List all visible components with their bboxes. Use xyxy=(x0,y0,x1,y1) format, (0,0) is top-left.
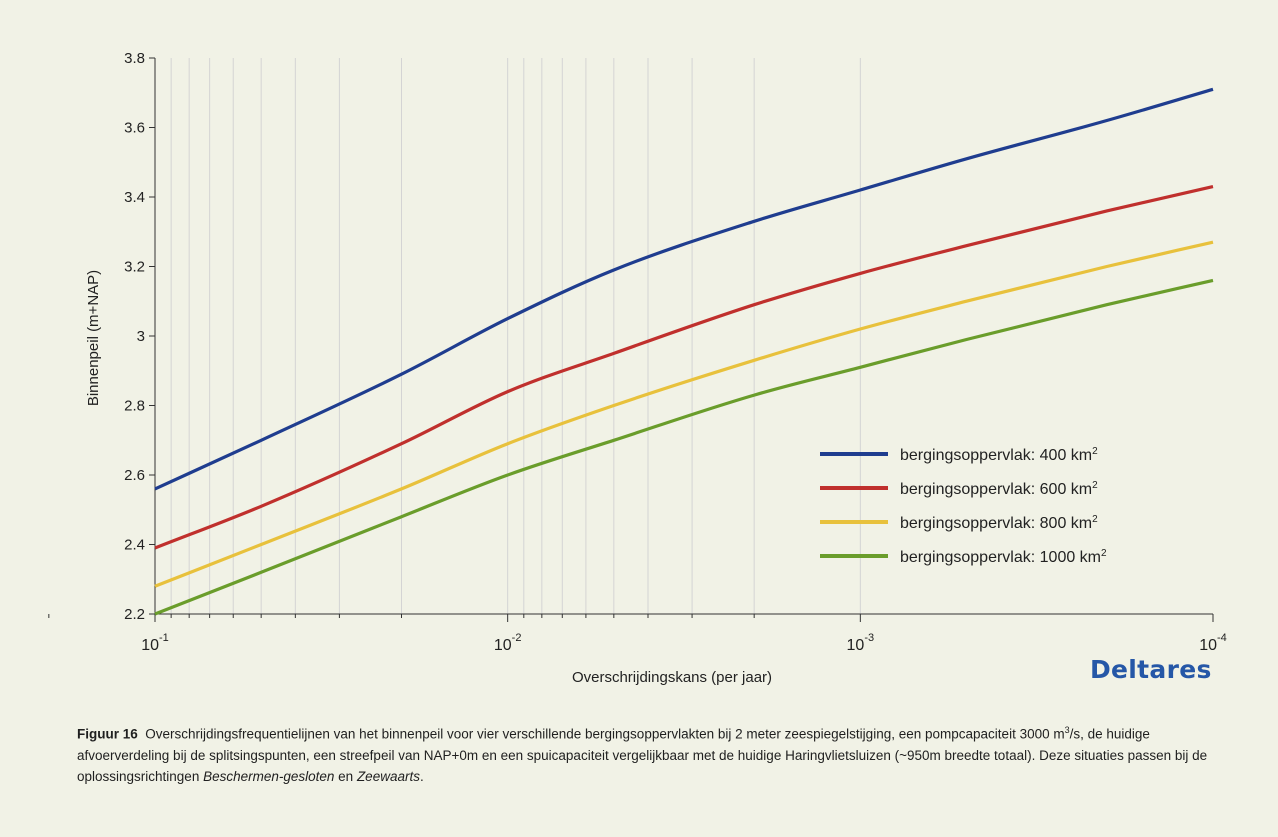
caption-line2b: /s, de huidige afvoerverdeling bij de sp… xyxy=(77,726,1150,763)
caption-italic-2: Zeewaarts xyxy=(356,768,420,784)
caption-line3c: . xyxy=(419,768,424,784)
y-tick-label: 3.2 xyxy=(124,259,145,276)
legend: bergingsoppervlak: 400 km2 bergingsopperv… xyxy=(820,446,1107,566)
legend-label: bergingsoppervlak: 400 km2 xyxy=(900,446,1098,464)
caption-line1: Overschrijdingsfrequentielijnen van het … xyxy=(145,726,922,742)
caption-label: Figuur 16 xyxy=(77,726,138,742)
legend-label: bergingsoppervlak: 600 km2 xyxy=(900,480,1098,498)
x-axis-label: Overschrijdingskans (per jaar) xyxy=(572,669,772,686)
series-line xyxy=(154,240,1214,588)
x-tick-label: 10-2 xyxy=(494,632,522,654)
x-tick-label: 10-4 xyxy=(1199,632,1227,654)
y-tick-label: 3 xyxy=(137,328,145,345)
y-tick-label: 2.6 xyxy=(124,467,145,484)
caption-italic-1: Beschermen-gesloten xyxy=(203,768,335,784)
line-chart: 2.2 2.4 2.6 2.8 3 3.2 3.4 3.6 3.8 10-1 10-2 10-3 10-… xyxy=(48,50,1227,686)
legend-label: bergingsoppervlak: 800 km2 xyxy=(900,514,1098,532)
deltares-logo: Deltares xyxy=(1090,655,1212,684)
x-tick-label: 10-1 xyxy=(141,632,169,654)
y-tick-label: 2.2 xyxy=(124,606,145,623)
y-tick-label: 3.4 xyxy=(124,189,145,206)
x-tick-label: 10-3 xyxy=(847,632,875,654)
caption-line3b: en xyxy=(334,768,357,784)
caption-line3a: de huidige Haringvlietsluizen (~950m bre… xyxy=(77,747,1208,784)
axes: 2.2 2.4 2.6 2.8 3 3.2 3.4 3.6 3.8 10-1 10-2 10-3 10-… xyxy=(48,50,1227,654)
legend-label: bergingsoppervlak: 1000 km2 xyxy=(900,548,1107,566)
y-axis-label: Binnenpeil (m+NAP) xyxy=(85,270,102,406)
y-tick-label: 2.4 xyxy=(124,537,145,554)
y-tick-label: 3.6 xyxy=(124,120,145,137)
series-line xyxy=(154,185,1214,550)
caption-sup: 3 xyxy=(1064,725,1070,735)
y-tick-label: 2.8 xyxy=(124,398,145,415)
grid xyxy=(154,58,861,614)
series-lines xyxy=(154,87,1214,616)
y-tick-label: 3.8 xyxy=(124,50,145,67)
series-line xyxy=(154,87,1214,491)
figure-panel xyxy=(20,20,1258,817)
series-line xyxy=(154,278,1214,616)
figure-caption: Figuur 16 Overschrijdingsfrequentielijne… xyxy=(77,720,1217,787)
caption-line2a: pompcapaciteit 3000 m xyxy=(925,726,1065,742)
